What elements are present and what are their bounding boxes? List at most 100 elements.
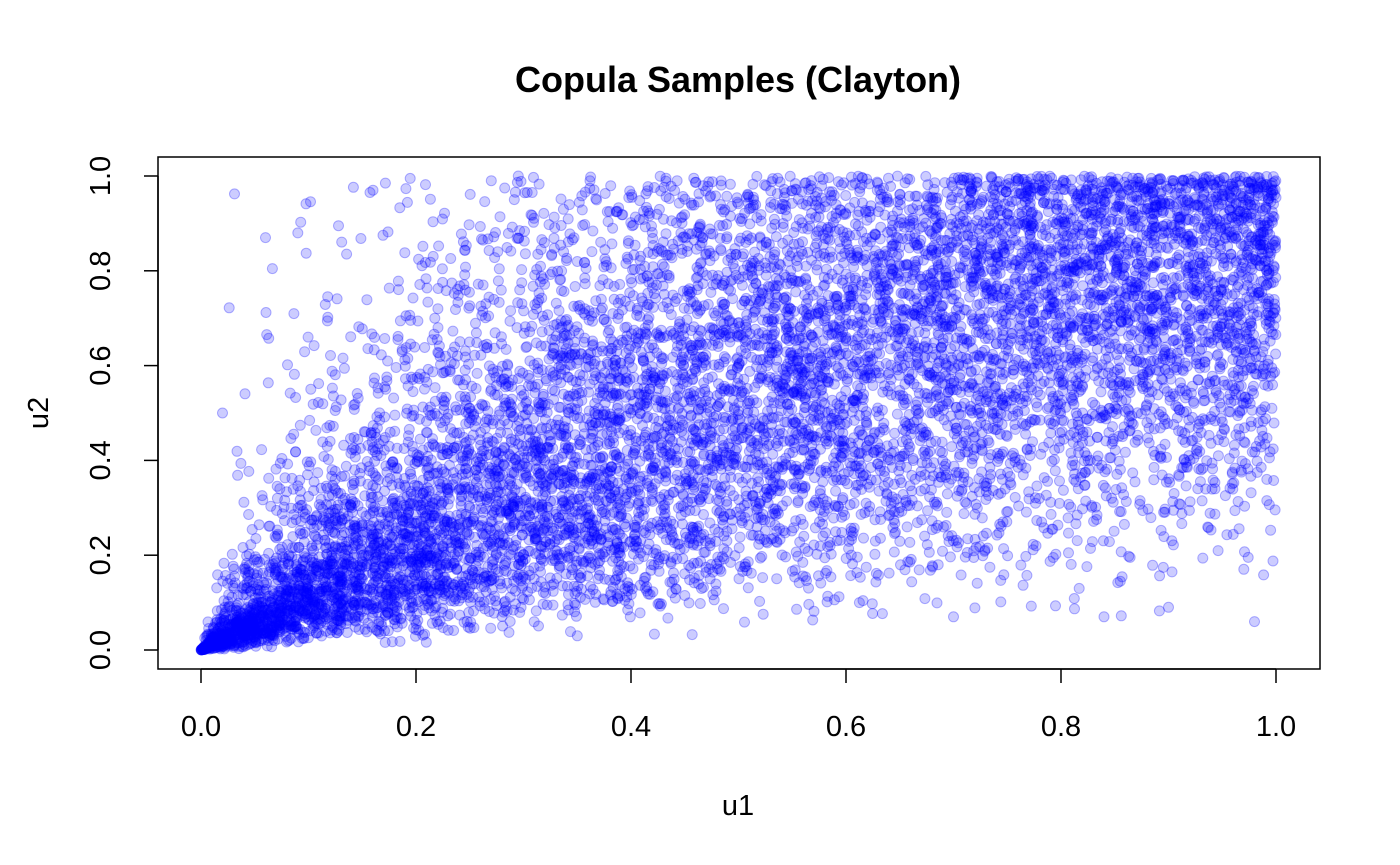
data-point	[1238, 284, 1250, 296]
data-point	[1049, 465, 1061, 477]
data-point	[879, 293, 891, 305]
data-point	[399, 247, 411, 259]
data-point	[873, 485, 885, 497]
data-point	[995, 574, 1007, 586]
data-point	[336, 236, 348, 248]
data-point	[422, 296, 434, 308]
data-point	[1014, 312, 1026, 324]
data-point	[861, 419, 873, 431]
data-point	[1034, 342, 1046, 354]
data-point	[944, 373, 956, 385]
data-point	[533, 178, 545, 190]
data-point	[656, 258, 668, 270]
data-point	[388, 599, 400, 611]
data-point	[926, 369, 938, 381]
data-point	[1063, 547, 1074, 559]
data-point	[459, 364, 471, 376]
data-point	[609, 574, 621, 586]
data-point	[655, 442, 667, 454]
data-point	[970, 326, 982, 338]
data-point	[880, 331, 892, 343]
data-point	[939, 287, 951, 299]
data-point	[830, 360, 842, 372]
data-point	[221, 626, 233, 638]
data-point	[1130, 270, 1142, 282]
data-point	[1171, 187, 1182, 199]
data-point	[326, 365, 338, 377]
data-point	[755, 293, 767, 305]
data-point	[419, 342, 431, 353]
data-point	[941, 488, 953, 500]
data-point	[1262, 380, 1274, 392]
data-point	[603, 480, 615, 492]
data-point	[1081, 259, 1093, 271]
data-point	[883, 567, 895, 579]
data-point	[540, 536, 552, 548]
data-point	[294, 419, 306, 431]
data-point	[874, 442, 886, 454]
data-point	[335, 488, 347, 499]
data-point	[727, 412, 739, 424]
data-point	[647, 495, 659, 507]
data-point	[485, 622, 497, 634]
data-point	[1031, 515, 1043, 526]
data-point	[535, 340, 547, 352]
data-point	[1071, 509, 1083, 521]
data-point	[862, 478, 873, 490]
data-point	[387, 552, 399, 564]
data-point	[1086, 536, 1098, 548]
data-point	[1077, 280, 1089, 292]
data-point	[904, 204, 915, 216]
data-point	[769, 519, 781, 531]
data-point	[833, 591, 845, 603]
data-point	[1045, 508, 1057, 520]
data-point	[337, 352, 349, 364]
data-point	[822, 407, 834, 418]
data-point	[928, 287, 940, 299]
data-point	[367, 184, 379, 196]
data-point	[787, 414, 799, 425]
data-point	[774, 478, 785, 490]
data-point	[941, 506, 953, 518]
data-point	[1140, 381, 1152, 393]
data-point	[1163, 601, 1174, 613]
data-point	[516, 264, 528, 276]
data-point	[1238, 240, 1250, 252]
data-point	[702, 298, 714, 310]
data-point	[689, 176, 701, 188]
data-point	[918, 279, 930, 291]
data-point	[1068, 593, 1080, 604]
data-point	[493, 263, 505, 275]
data-point	[401, 196, 413, 208]
data-point	[293, 601, 304, 613]
data-point	[567, 522, 579, 534]
data-point	[357, 526, 369, 538]
data-point	[249, 625, 261, 637]
data-point	[754, 421, 766, 433]
data-point	[463, 219, 475, 231]
data-point	[464, 188, 476, 200]
data-point	[569, 281, 581, 292]
data-point	[404, 172, 416, 184]
data-point	[308, 476, 320, 488]
data-point	[777, 218, 789, 229]
data-point	[894, 241, 906, 253]
data-point	[299, 346, 311, 358]
data-point	[1097, 535, 1109, 547]
data-point	[839, 298, 851, 310]
data-point	[1046, 172, 1058, 184]
data-point	[1202, 521, 1214, 533]
data-point	[225, 634, 237, 646]
data-point	[1228, 439, 1240, 451]
data-point	[1176, 518, 1188, 530]
data-point	[1266, 362, 1278, 374]
data-point	[1017, 579, 1029, 591]
data-point	[1007, 410, 1019, 422]
data-point	[981, 527, 992, 539]
data-point	[304, 414, 316, 426]
data-point	[840, 190, 852, 201]
data-point	[533, 620, 544, 632]
data-point	[1216, 184, 1228, 196]
data-point	[424, 193, 436, 205]
data-point	[1236, 455, 1248, 467]
